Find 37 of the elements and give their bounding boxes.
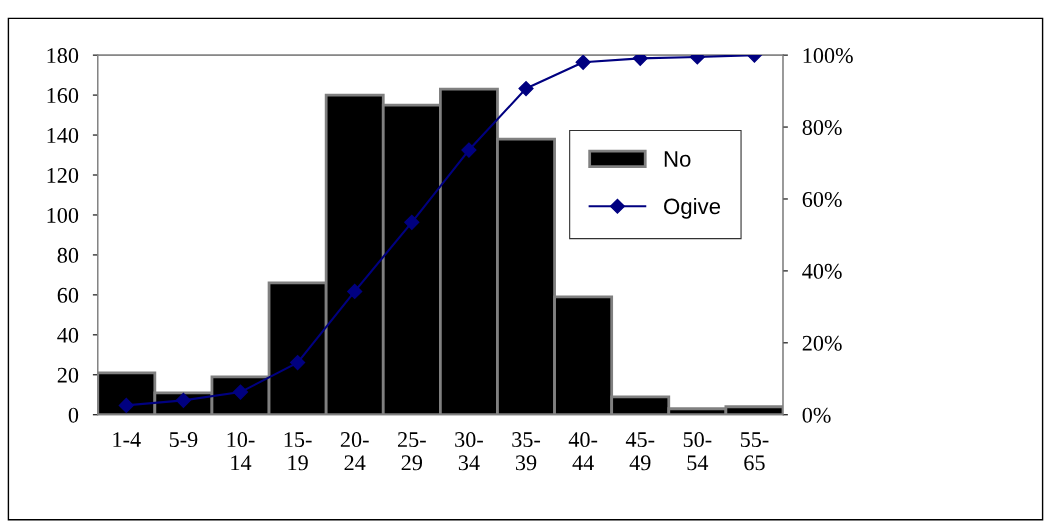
y-tick-label: 40 xyxy=(57,327,79,343)
point xyxy=(518,81,534,97)
x-tick-label: 50- 54 xyxy=(683,432,712,471)
y-tick-label: 60 xyxy=(57,287,79,303)
x-tick-label: 25- 29 xyxy=(397,432,426,471)
x-tick-label: 20- 24 xyxy=(340,432,369,471)
point xyxy=(575,55,591,70)
y2-tick-label: 0% xyxy=(802,407,831,423)
x-tick-label: 45- 49 xyxy=(625,432,655,471)
point xyxy=(290,355,306,371)
x-tick-label: 35- 39 xyxy=(512,432,541,471)
y-tick-label: 120 xyxy=(47,167,79,183)
y2-tick-label: 40% xyxy=(802,263,842,279)
y-tick-label: 180 xyxy=(47,48,79,64)
x-tick-label: 55- 65 xyxy=(740,432,769,471)
y-tick-label: 140 xyxy=(47,127,79,143)
point xyxy=(118,397,134,413)
legend-label: No xyxy=(664,151,691,167)
y-tick-label: 160 xyxy=(47,88,79,104)
y-tick-label: 20 xyxy=(57,367,79,383)
y-tick-label: 100 xyxy=(47,207,79,223)
x-tick-label: 10- 14 xyxy=(227,432,255,471)
x-tick-label: 40- 44 xyxy=(568,432,598,471)
y2-tick-label: 60% xyxy=(802,191,842,207)
x-tick-label: 15- 19 xyxy=(284,432,312,471)
y-tick-label: 0 xyxy=(68,407,79,423)
y2-tick-label: 80% xyxy=(802,119,842,136)
x-tick-label: 5-9 xyxy=(169,432,198,448)
y2-tick-label: 20% xyxy=(802,335,842,351)
legend-label: Ogive xyxy=(664,197,721,219)
x-tick-label: 1-4 xyxy=(113,432,141,447)
y2-tick-label: 100% xyxy=(803,48,853,64)
point xyxy=(461,142,477,158)
point xyxy=(404,214,420,230)
x-tick-label: 30- 34 xyxy=(455,432,483,471)
point xyxy=(347,283,363,299)
y-tick-label: 80 xyxy=(57,247,79,263)
